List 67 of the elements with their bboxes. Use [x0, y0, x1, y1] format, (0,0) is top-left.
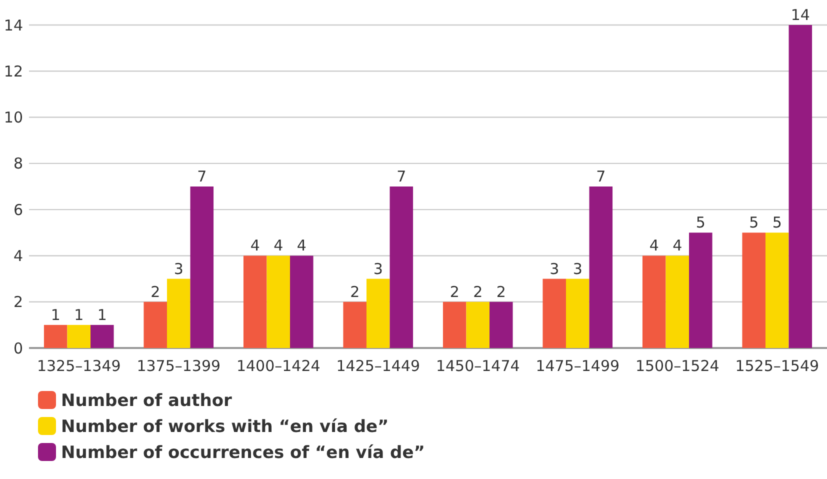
bar	[765, 232, 789, 348]
data-label: 4	[250, 236, 260, 255]
bar	[742, 232, 766, 348]
bar	[190, 186, 214, 348]
y-tick-label: 12	[4, 62, 23, 80]
y-tick-label: 2	[13, 293, 23, 312]
x-tick-label: 1325–1349	[36, 357, 121, 375]
x-tick-label: 1500–1524	[635, 357, 720, 375]
data-label: 7	[197, 168, 207, 186]
y-tick-label: 14	[4, 16, 23, 34]
x-tick-label: 1450–1474	[436, 357, 520, 375]
x-tick-label: 1525–1549	[735, 357, 820, 375]
y-tick-label: 8	[13, 154, 23, 173]
bar	[390, 186, 414, 348]
legend-label: Number of works with “en vía de”	[61, 416, 389, 437]
bar	[490, 302, 513, 348]
data-label: 2	[150, 282, 160, 301]
bar	[442, 302, 466, 348]
x-tick-label: 1400–1424	[236, 357, 320, 375]
data-label: 3	[550, 260, 560, 278]
data-label: 5	[772, 214, 782, 232]
bar	[642, 256, 666, 348]
data-label: 3	[174, 260, 184, 278]
data-label: 2	[450, 282, 460, 301]
bar	[542, 278, 566, 348]
bar	[90, 324, 114, 348]
bar	[343, 302, 366, 348]
data-label: 1	[74, 306, 84, 324]
bar	[589, 186, 613, 348]
bar	[67, 324, 91, 348]
bar	[366, 278, 390, 348]
bar	[166, 278, 190, 348]
bar	[666, 256, 690, 348]
data-label: 7	[396, 168, 406, 186]
bar	[788, 25, 812, 348]
data-label: 4	[672, 236, 682, 255]
data-label: 4	[274, 236, 284, 255]
bar	[566, 278, 590, 348]
x-tick-label: 1425–1449	[336, 357, 420, 375]
y-tick-label: 6	[13, 200, 23, 219]
data-label: 4	[296, 236, 306, 255]
data-label: 2	[350, 282, 360, 301]
x-tick-label: 1475–1499	[536, 357, 620, 375]
x-tick-label: 1375–1399	[136, 357, 221, 375]
data-label: 2	[473, 282, 483, 301]
bar	[266, 256, 290, 348]
data-label: 3	[572, 260, 582, 278]
bar	[290, 256, 314, 348]
data-label: 5	[749, 214, 759, 232]
data-label: 5	[696, 214, 706, 232]
y-tick-label: 4	[13, 246, 23, 265]
bar	[243, 256, 267, 348]
y-tick-label: 10	[4, 108, 23, 127]
bar	[689, 232, 712, 348]
legend-label: Number of author	[61, 390, 233, 411]
y-tick-label: 0	[13, 339, 23, 358]
data-label: 4	[649, 236, 659, 255]
data-label: 14	[790, 6, 810, 24]
bar	[144, 302, 167, 348]
data-label: 7	[596, 168, 606, 186]
data-label: 1	[97, 306, 107, 324]
legend-label: Number of occurrences of “en vía de”	[61, 442, 425, 463]
bar	[44, 324, 68, 348]
bar	[466, 302, 490, 348]
data-label: 2	[496, 282, 506, 301]
data-label: 1	[50, 306, 60, 324]
data-label: 3	[373, 260, 383, 278]
